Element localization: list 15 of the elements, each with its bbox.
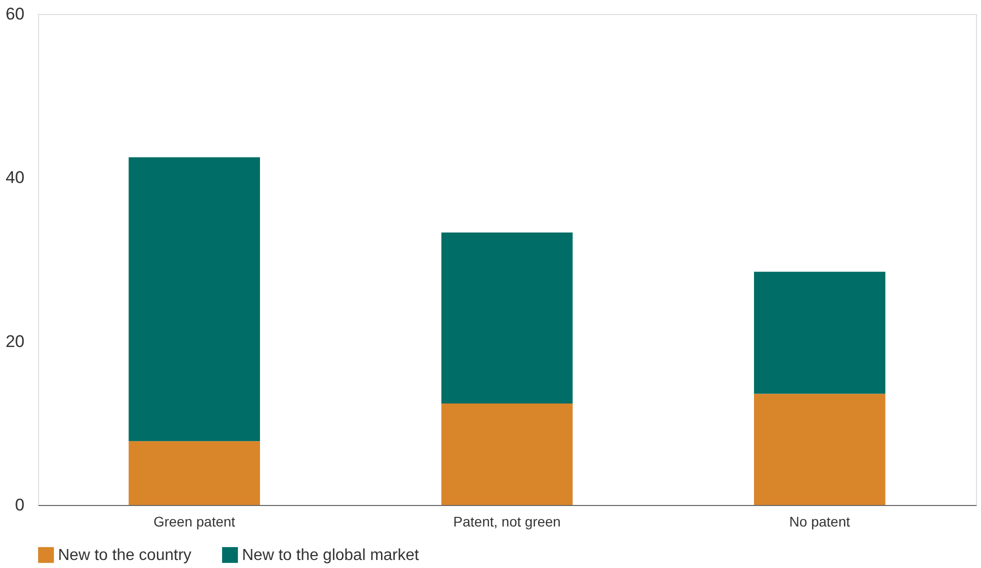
bar [128, 157, 260, 442]
y-tick-label: 0 [15, 496, 24, 514]
x-tick-label: Patent, not green [453, 514, 561, 530]
bar [754, 394, 886, 505]
bar [441, 404, 573, 505]
bar [441, 232, 573, 404]
y-tick-label: 40 [6, 168, 24, 188]
y-tick-label: 60 [6, 4, 24, 24]
bar [128, 441, 260, 505]
x-tick-label: No patent [789, 514, 850, 530]
y-tick-label: 20 [6, 332, 24, 351]
bar [754, 272, 886, 394]
x-tick-label: Green patent [153, 514, 236, 530]
legend-label: New to the country [58, 547, 192, 564]
legend-label: New to the global market [242, 547, 420, 564]
